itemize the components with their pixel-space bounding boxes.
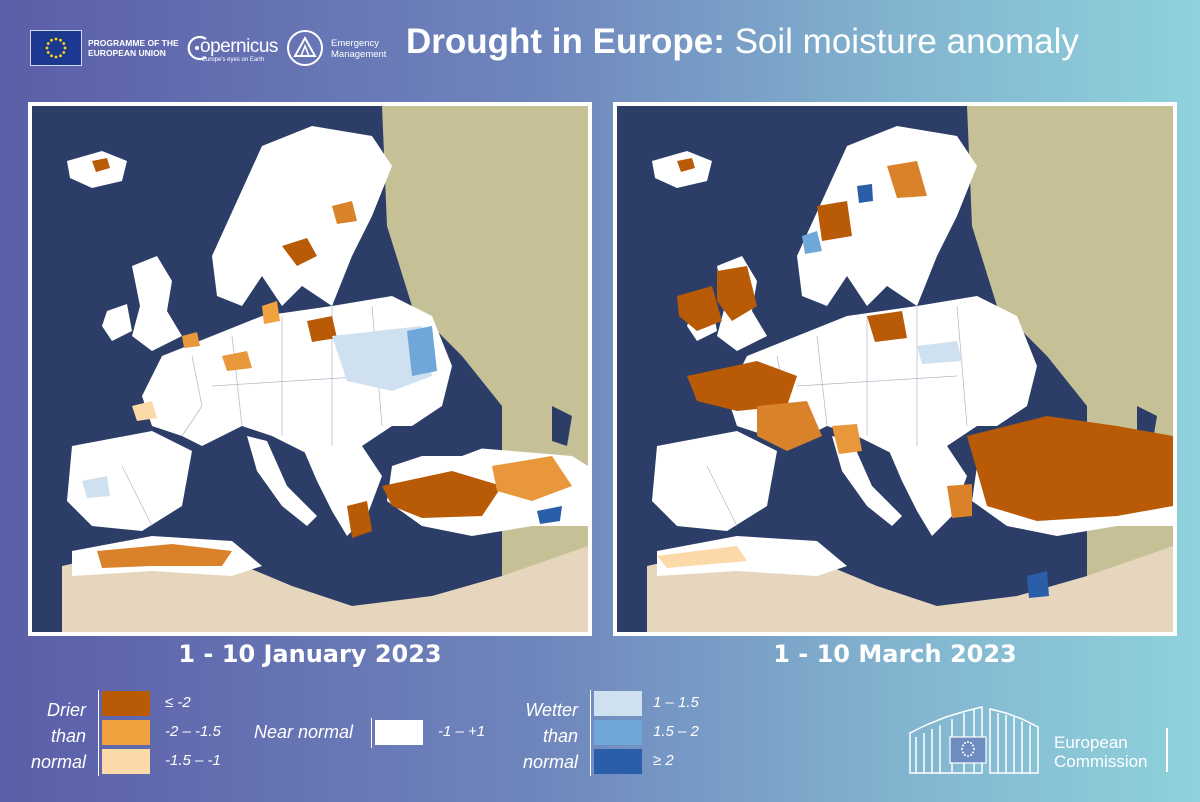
title-light: Soil moisture anomaly xyxy=(724,22,1079,61)
emergency-management-icon xyxy=(285,28,325,68)
wet-patches-march xyxy=(802,184,1049,598)
drought-patches-march xyxy=(657,158,1173,568)
copernicus-c-icon xyxy=(187,35,207,61)
european-commission-logo-icon xyxy=(906,703,1046,775)
wetter-divider xyxy=(590,690,591,776)
wetter-than-normal-label: Wetter than normal xyxy=(506,697,578,775)
drought-patches-january xyxy=(92,158,572,568)
legend-swatch-drier-2 xyxy=(102,720,150,745)
map-march-svg xyxy=(617,106,1173,632)
ec-line-2: Commission xyxy=(1054,752,1148,771)
legend-swatch-wetter-1 xyxy=(594,691,642,716)
legend-value-wetter-2: 1.5 – 2 xyxy=(653,723,699,740)
legend-swatch-drier-1 xyxy=(102,691,150,716)
date-label-march: 1 - 10 March 2023 xyxy=(773,640,1017,668)
legend-swatch-wetter-2 xyxy=(594,720,642,745)
copernicus-wordmark: opernicus xyxy=(200,36,278,57)
legend-value-near-normal: -1 – +1 xyxy=(438,723,486,740)
drier-divider xyxy=(98,690,99,776)
near-normal-label: Near normal xyxy=(254,722,354,742)
programme-line-2: EUROPEAN UNION xyxy=(88,48,166,58)
date-label-january: 1 - 10 January 2023 xyxy=(178,640,442,668)
page-title: Drought in Europe: Soil moisture anomaly xyxy=(406,22,1079,62)
wetter-label-line-3: normal xyxy=(522,752,578,772)
drier-label-line-2: than xyxy=(50,726,86,746)
em-line-2: Management xyxy=(331,49,387,60)
header: PROGRAMME OF THE EUROPEAN UNION opernicu… xyxy=(0,0,1200,100)
drier-label-line-1: Drier xyxy=(47,700,86,720)
european-commission-text: European Commission xyxy=(1054,733,1148,771)
near-normal-divider xyxy=(371,718,372,748)
drier-than-normal-label: Drier than normal xyxy=(30,697,86,775)
legend-swatch-drier-3 xyxy=(102,749,150,774)
ec-divider xyxy=(1166,728,1168,772)
eu-programme-text: PROGRAMME OF THE EUROPEAN UNION xyxy=(88,38,188,58)
emergency-management-text: Emergency Management xyxy=(331,38,401,60)
wet-patches-january xyxy=(82,326,562,524)
wetter-label-line-2: than xyxy=(542,726,578,746)
map-january-svg xyxy=(32,106,588,632)
legend-swatch-near-normal xyxy=(375,720,423,745)
legend-value-wetter-3: ≥ 2 xyxy=(653,752,674,769)
programme-line-1: PROGRAMME OF THE xyxy=(88,38,179,48)
copernicus-tagline: Europe's eyes on Earth xyxy=(202,57,265,63)
em-line-1: Emergency xyxy=(331,38,380,49)
map-march xyxy=(613,102,1177,636)
legend-value-wetter-1: 1 – 1.5 xyxy=(653,694,699,711)
drier-label-line-3: normal xyxy=(30,752,86,772)
map-january xyxy=(28,102,592,636)
title-bold: Drought in Europe: xyxy=(406,22,725,61)
legend-swatch-wetter-3 xyxy=(594,749,642,774)
ec-line-1: European xyxy=(1054,733,1128,752)
legend-value-drier-2: -2 – -1.5 xyxy=(165,723,221,740)
legend-value-drier-1: ≤ -2 xyxy=(165,694,191,711)
copernicus-logo: opernicus Europe's eyes on Earth xyxy=(184,30,284,66)
legend-value-drier-3: -1.5 – -1 xyxy=(165,752,221,769)
wetter-label-line-1: Wetter xyxy=(525,700,578,720)
eu-flag-icon xyxy=(30,30,82,66)
